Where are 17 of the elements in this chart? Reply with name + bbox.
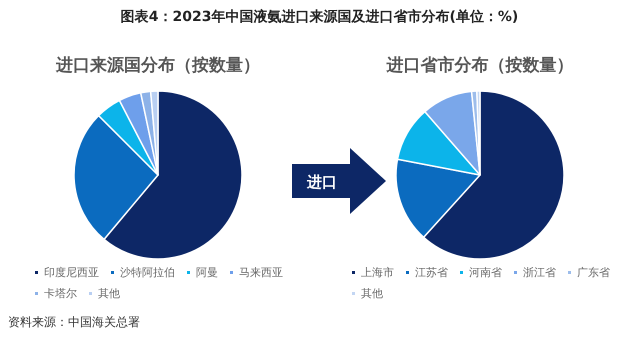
legend-label: 广东省 bbox=[577, 266, 610, 279]
legend-label: 其他 bbox=[98, 287, 120, 300]
text: 图表4：2023年中国液氨进口来源国及进口省市分布(单位：%) bbox=[120, 8, 520, 26]
chart-subtitle: 进口来源国分布（按数量） bbox=[55, 56, 260, 76]
text: 资料来源：中国海关总署 bbox=[8, 314, 140, 331]
legend-label: 浙江省 bbox=[523, 266, 556, 279]
legend-label: 沙特阿拉伯 bbox=[120, 266, 175, 279]
legend-label: 阿曼 bbox=[196, 266, 218, 279]
legend-label: 江苏省 bbox=[415, 266, 448, 279]
legend-label: 河南省 bbox=[469, 266, 502, 279]
legend-label: 上海市 bbox=[361, 266, 394, 279]
arrow-shape: 进口 bbox=[292, 148, 386, 214]
legend-label: 印度尼西亚 bbox=[44, 266, 99, 279]
chart-subtitle: 进口省市分布（按数量） bbox=[386, 56, 574, 76]
legend-label: 卡塔尔 bbox=[44, 287, 77, 300]
legend-label: 马来西亚 bbox=[239, 266, 283, 279]
legend-label: 其他 bbox=[361, 287, 383, 300]
